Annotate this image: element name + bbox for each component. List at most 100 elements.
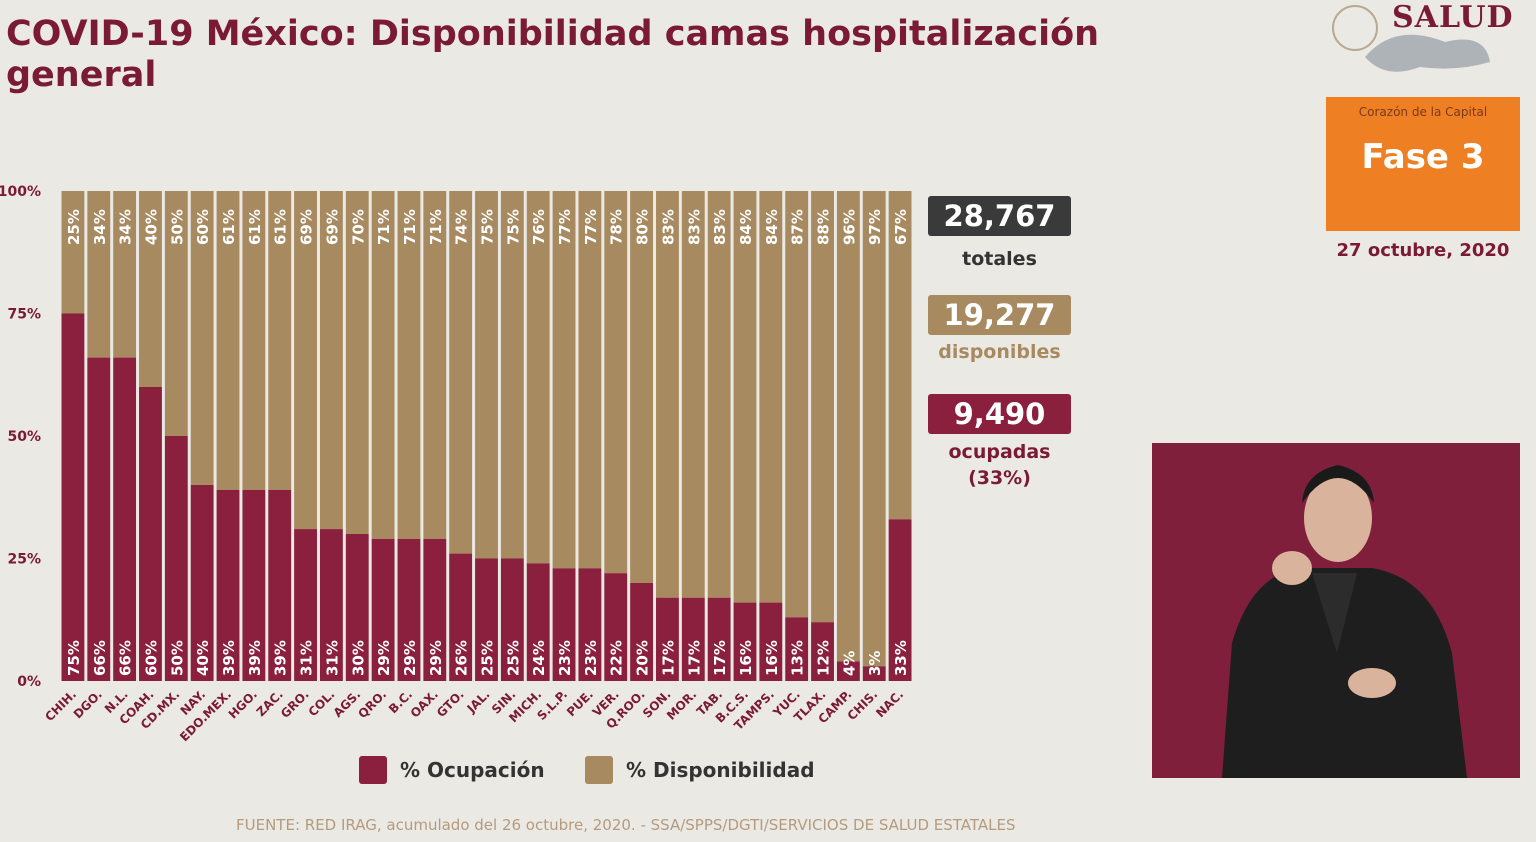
data-label-disponibilidad: 50% (168, 209, 186, 245)
bar-ocupacion (888, 519, 912, 681)
bar-disponibilidad (345, 191, 369, 534)
data-label-ocupacion: 25% (479, 640, 497, 676)
data-label-disponibilidad: 96% (840, 209, 858, 245)
data-label-ocupacion: 31% (323, 640, 341, 676)
x-tick-label: JAL. (464, 687, 493, 716)
data-label-disponibilidad: 76% (530, 209, 548, 245)
report-date: 27 octubre, 2020 (1336, 240, 1510, 261)
bar-ocupacion (294, 529, 317, 681)
occupied-beds-percent: (33%) (968, 467, 1031, 489)
data-label-ocupacion: 29% (427, 640, 445, 676)
data-label-ocupacion: 13% (789, 640, 807, 676)
data-label-disponibilidad: 71% (375, 209, 393, 245)
data-label-disponibilidad: 83% (711, 209, 729, 245)
x-tick-label: QRO. (355, 687, 389, 721)
data-label-ocupacion: 29% (375, 640, 393, 676)
available-beds-value: 19,277 (928, 295, 1071, 335)
x-tick-label: COL. (306, 687, 338, 719)
data-label-disponibilidad: 70% (349, 209, 367, 245)
total-beds-label: totales (962, 248, 1037, 270)
occupied-beds-label: ocupadas (948, 441, 1051, 463)
data-label-disponibilidad: 77% (582, 209, 600, 245)
bar-disponibilidad (397, 191, 421, 539)
bar-disponibilidad (500, 191, 524, 559)
bar-ocupacion (345, 534, 369, 681)
data-label-ocupacion: 50% (168, 640, 186, 676)
data-label-disponibilidad: 83% (659, 209, 677, 245)
bar-ocupacion (242, 489, 266, 681)
data-label-ocupacion: 66% (117, 640, 135, 676)
bar-disponibilidad (681, 191, 705, 598)
legend-swatch-disponibilidad (585, 756, 613, 784)
data-label-disponibilidad: 84% (737, 209, 755, 245)
data-label-disponibilidad: 80% (634, 209, 652, 245)
y-tick-label: 50% (7, 429, 41, 445)
legend-label-ocupacion: % Ocupación (400, 758, 545, 782)
x-tick-label: DGO. (71, 687, 105, 721)
data-label-disponibilidad: 34% (91, 209, 109, 245)
x-tick-label: PUE. (564, 687, 596, 719)
data-label-ocupacion: 17% (711, 640, 729, 676)
bar-disponibilidad (319, 191, 343, 530)
bar-ocupacion (61, 313, 85, 681)
phase-badge: Corazón de la Capital Fase 3 (1326, 97, 1520, 231)
salud-logo (1325, 2, 1525, 87)
bar-disponibilidad (371, 191, 395, 539)
bar-ocupacion (475, 558, 498, 681)
x-tick-label: OAX. (408, 687, 441, 720)
data-label-ocupacion: 4% (840, 651, 858, 676)
data-label-ocupacion: 31% (298, 640, 316, 676)
data-label-disponibilidad: 75% (479, 209, 497, 245)
data-label-ocupacion: 26% (453, 640, 471, 676)
data-label-ocupacion: 23% (582, 640, 600, 676)
data-label-disponibilidad: 40% (142, 209, 160, 245)
occupied-beds-value: 9,490 (928, 394, 1071, 434)
data-label-disponibilidad: 61% (246, 209, 264, 245)
data-label-disponibilidad: 25% (65, 209, 83, 245)
data-label-disponibilidad: 74% (453, 209, 471, 245)
bar-ocupacion (139, 387, 162, 681)
data-label-disponibilidad: 69% (323, 209, 341, 245)
bar-disponibilidad (578, 191, 602, 569)
data-label-ocupacion: 25% (504, 640, 522, 676)
total-beds-value: 28,767 (928, 196, 1071, 236)
bar-disponibilidad (87, 191, 111, 358)
bar-disponibilidad (604, 191, 628, 574)
bar-ocupacion (656, 597, 679, 681)
data-label-ocupacion: 39% (272, 640, 290, 676)
legend-swatch-ocupacion (359, 756, 387, 784)
x-tick-label: MOR. (664, 687, 699, 722)
y-tick-label: 75% (7, 307, 41, 323)
data-label-ocupacion: 16% (737, 640, 755, 676)
bar-disponibilidad (888, 191, 912, 520)
data-label-disponibilidad: 60% (194, 209, 212, 245)
data-label-ocupacion: 60% (142, 640, 160, 676)
bar-ocupacion (759, 602, 783, 681)
data-label-ocupacion: 30% (349, 640, 367, 676)
x-tick-label: GRO. (278, 687, 312, 721)
phase-subtitle: Corazón de la Capital (1358, 105, 1488, 119)
bar-disponibilidad (785, 191, 809, 618)
bar-disponibilidad (61, 191, 85, 314)
data-label-ocupacion: 24% (530, 640, 548, 676)
bar-ocupacion (526, 563, 550, 681)
bar-disponibilidad (656, 191, 679, 598)
data-label-disponibilidad: 69% (298, 209, 316, 245)
x-tick-label: CHIS. (845, 687, 881, 723)
data-label-ocupacion: 22% (608, 640, 626, 676)
x-tick-label: GTO. (434, 687, 467, 720)
bar-disponibilidad (526, 191, 550, 564)
bar-ocupacion (216, 489, 240, 681)
data-label-ocupacion: 66% (91, 640, 109, 676)
data-label-ocupacion: 23% (556, 640, 574, 676)
data-label-ocupacion: 17% (685, 640, 703, 676)
bar-disponibilidad (113, 191, 137, 358)
bar-disponibilidad (164, 191, 188, 436)
bar-ocupacion (862, 666, 886, 681)
data-label-disponibilidad: 78% (608, 209, 626, 245)
bar-disponibilidad (268, 191, 292, 490)
bar-ocupacion (164, 436, 188, 681)
data-label-disponibilidad: 75% (504, 209, 522, 245)
data-label-ocupacion: 40% (194, 640, 212, 676)
bar-ocupacion (423, 538, 447, 681)
